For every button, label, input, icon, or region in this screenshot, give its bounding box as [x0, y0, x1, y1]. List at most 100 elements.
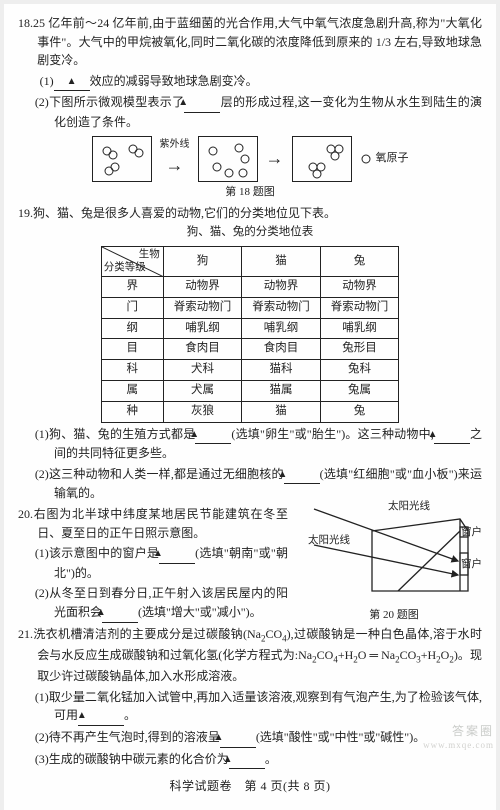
cell: 兔 [320, 401, 399, 422]
table-row: 目食肉目食肉目兔形目 [101, 339, 399, 360]
house-sunlight-icon [308, 501, 480, 601]
cell: 动物界 [242, 277, 321, 298]
q21-p2-b: (选填"酸性"或"中性"或"碱性")。 [256, 730, 425, 744]
table-row: 科犬科猫科兔科 [101, 360, 399, 381]
q20-figure: 太阳光线 太阳光线 窗户 窗户 第 20 题图 [308, 501, 480, 627]
cell: 哺乳纲 [242, 318, 321, 339]
o-atoms-icon [199, 137, 259, 183]
atom-legend: 氧原子 [360, 150, 409, 167]
exam-page: 18.25 亿年前～24 亿年前,由于蓝细菌的光合作用,大气中氧气浓度急剧升高,… [4, 4, 496, 810]
t: +H [338, 648, 353, 662]
q21-p3-a: (3)生成的碳酸钠中碳元素的化合价为 [35, 752, 229, 766]
uv-label: 紫外线 [160, 137, 190, 153]
row-key: 属 [101, 381, 163, 402]
cell: 脊索动物门 [163, 297, 242, 318]
watermark-url: www.mxqe.com [423, 739, 494, 753]
table-row: 纲哺乳纲哺乳纲哺乳纲 [101, 318, 399, 339]
q18-p1-text: 效应的减弱导致地球急剧变冷。 [90, 74, 258, 88]
table-row: 界动物界动物界动物界 [101, 277, 399, 298]
cell: 猫科 [242, 360, 321, 381]
cell: 动物界 [320, 277, 399, 298]
cell: 猫属 [242, 381, 321, 402]
cell: 兔形目 [320, 339, 399, 360]
blank: ▲ [184, 93, 220, 113]
col-header: 兔 [320, 247, 399, 277]
cell: 脊索动物门 [242, 297, 321, 318]
q18-figure: 紫外线 → → 氧原子 [18, 136, 482, 182]
cell: 兔属 [320, 381, 399, 402]
q20-intro: 20.右图为北半球中纬度某地居民节能建筑在冬至日、夏至日的正午日照示意图。 [18, 505, 288, 542]
q20-text-block: 20.右图为北半球中纬度某地居民节能建筑在冬至日、夏至日的正午日照示意图。 (1… [18, 505, 288, 623]
blank: ▲ [434, 425, 470, 445]
window-label-2: 窗户 [461, 557, 482, 573]
q21-part3: (3)生成的碳酸钠中碳元素的化合价为▲。 [18, 750, 482, 770]
blank: ▲ [195, 425, 231, 445]
t: O ═ Na [358, 648, 395, 662]
molecule-box-1 [92, 136, 152, 182]
t: 洗衣机槽清洁剂的主要成分是过碳酸钠(Na [33, 627, 261, 641]
q19-part2: (2)这三种动物和人类一样,都是通过无细胞核的▲(选填"红细胞"或"血小板")来… [18, 465, 482, 503]
blank: ▲ [159, 544, 195, 564]
table-row: 门脊索动物门脊索动物门脊索动物门 [101, 297, 399, 318]
q18-intro: 18.25 亿年前～24 亿年前,由于蓝细菌的光合作用,大气中氧气浓度急剧升高,… [18, 14, 482, 70]
molecule-box-3 [292, 136, 352, 182]
diag-bottom: 分类等级 [104, 260, 146, 276]
q20-number: 20. [18, 507, 33, 521]
q18-caption: 第 18 题图 [18, 184, 482, 201]
blank: ▲ [78, 706, 124, 726]
t: +H [421, 648, 436, 662]
window-label-1: 窗户 [461, 525, 482, 541]
table-row: 属犬属猫属兔属 [101, 381, 399, 402]
q21-number: 21. [18, 627, 33, 641]
blank: ▲ [284, 465, 320, 485]
arrow-icon: → [266, 145, 284, 173]
q20-caption: 第 20 题图 [308, 607, 480, 624]
row-key: 门 [101, 297, 163, 318]
blank: ▲ [54, 72, 90, 92]
cell: 脊索动物门 [320, 297, 399, 318]
q18-p2-a: (2)下图所示微观模型表示了 [35, 95, 185, 109]
q19-intro-text: 狗、猫、兔是很多人喜爱的动物,它们的分类地位见下表。 [33, 206, 336, 220]
q20-p2-b: (选填"增大"或"减小")。 [138, 605, 262, 619]
cell: 哺乳纲 [163, 318, 242, 339]
q21-p3-b: 。 [265, 752, 277, 766]
q21-part1: (1)取少量二氧化锰加入试管中,再加入适量该溶液,观察到有气泡产生,为了检验该气… [18, 688, 482, 726]
cell: 食肉目 [242, 339, 321, 360]
row-key: 科 [101, 360, 163, 381]
t: CO [266, 627, 283, 641]
cell: 兔科 [320, 360, 399, 381]
q20-part1: (1)该示意图中的窗户是▲(选填"朝南"或"朝北")的。 [18, 544, 288, 582]
legend-text: 氧原子 [376, 150, 409, 167]
page-footer: 科学试题卷 第 4 页(共 8 页) [18, 777, 482, 796]
q19-table-title: 狗、猫、兔的分类地位表 [18, 224, 482, 242]
sun-label-2: 太阳光线 [308, 533, 350, 549]
q19-p2-a: (2)这三种动物和人类一样,都是通过无细胞核的 [35, 467, 284, 481]
cell: 动物界 [163, 277, 242, 298]
cell: 食肉目 [163, 339, 242, 360]
q20-p1-a: (1)该示意图中的窗户是 [35, 546, 159, 560]
col-header: 狗 [163, 247, 242, 277]
o2-molecules-icon [93, 137, 153, 183]
row-key: 纲 [101, 318, 163, 339]
q21-p2-a: (2)待不再产生气泡时,得到的溶液呈 [35, 730, 220, 744]
cell: 犬属 [163, 381, 242, 402]
q18-p1-label: (1) [40, 74, 54, 88]
cell: 犬科 [163, 360, 242, 381]
circle-icon [360, 153, 372, 165]
uv-arrow: 紫外线 → [160, 137, 190, 180]
q18-part1: (1) ▲ 效应的减弱导致地球急剧变冷。 [18, 72, 482, 92]
q21-part2: (2)待不再产生气泡时,得到的溶液呈▲(选填"酸性"或"中性"或"碱性")。 [18, 728, 482, 748]
col-header: 猫 [242, 247, 321, 277]
cell: 猫 [242, 401, 321, 422]
diagonal-header: 生物 分类等级 [101, 247, 163, 277]
q21-p1-b: 。 [124, 708, 136, 722]
q21-intro: 21.洗衣机槽清洁剂的主要成分是过碳酸钠(Na2CO4),过碳酸钠是一种白色晶体… [18, 625, 482, 686]
q20-part2: (2)从冬至日到春分日,正午射入该居民屋内的阳光面积会▲(选填"增大"或"减小"… [18, 584, 288, 622]
cell: 灰狼 [163, 401, 242, 422]
q19-p1-b: (选填"卵生"或"胎生")。这三种动物中, [231, 427, 433, 441]
molecule-box-2 [198, 136, 258, 182]
blank: ▲ [229, 750, 265, 770]
q18-number: 18. [18, 16, 33, 30]
cell: 哺乳纲 [320, 318, 399, 339]
triangle-icon: ▲ [67, 74, 77, 90]
